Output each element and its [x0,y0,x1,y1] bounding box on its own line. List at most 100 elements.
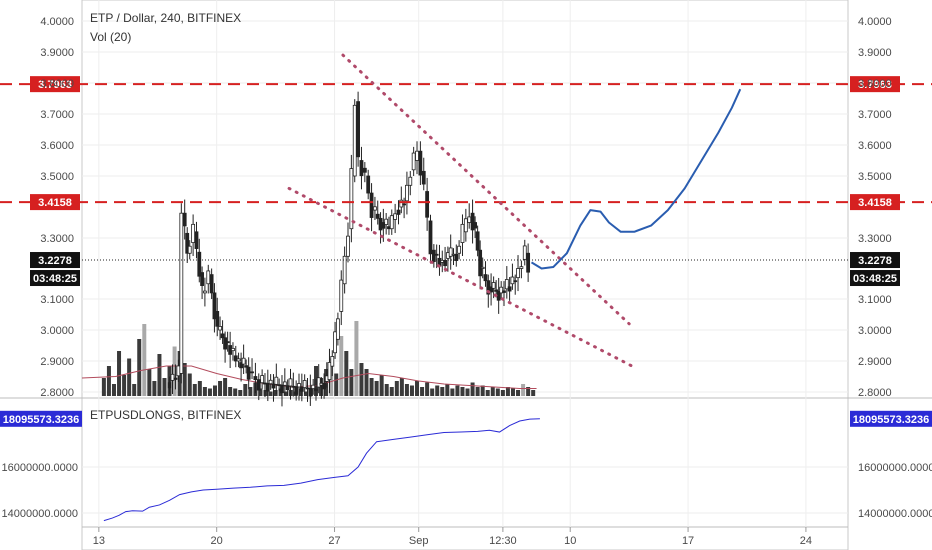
volume-bar [152,381,157,396]
longs-tag-left [0,410,82,427]
volume-bar [162,378,167,396]
volume-bar [334,373,339,396]
volume-bar [339,336,344,396]
candle-body [478,249,483,277]
volume-bar [389,387,394,396]
candle-body [299,386,304,392]
candle-body [294,386,299,395]
candle-body [467,216,472,223]
volume-bar [460,387,465,396]
y-tick-left: 3.3000 [40,233,74,245]
volume-bar [435,385,440,396]
volume-bar [202,387,207,396]
volume-bar [369,378,374,396]
candle-body [191,223,196,243]
candle-body [359,160,364,177]
volume-bar [384,384,389,396]
volume-bar [500,390,505,396]
volume-bar [172,346,177,396]
candle-body [402,203,407,206]
candle-body [389,215,394,230]
price-candles [167,91,531,407]
candle-body [209,274,214,294]
volume-bars [81,321,537,396]
volume-bar [187,373,192,396]
y-tick-right: 3.8000 [858,78,892,90]
volume-bar [516,390,521,396]
candle-body [200,272,204,286]
candle-body [339,279,344,312]
volume-bar [480,385,485,396]
volume-bar [132,384,137,396]
candle-body [373,206,377,211]
candle-body [431,249,436,262]
volume-bar [218,381,223,396]
volume-bar [399,378,404,396]
candle-body [473,222,478,229]
overlay-lines: 3.7963 3.7963 3.4158 3.4158 3.2278 03:48:25 3.… [0,53,932,369]
y-tick-right: 3.7000 [858,109,892,121]
volume-bar [258,388,263,396]
volume-bar [349,369,354,396]
countdown-tag-right [850,270,900,287]
candle-body [516,268,520,279]
candle-body [233,355,238,362]
candle-body [405,184,409,202]
resistance-tag-left-1 [30,194,80,211]
volume-bar [192,384,197,396]
y-tick-right: 3.9000 [858,47,892,59]
candle-body [526,252,531,273]
candle-body [396,209,401,215]
candle-body [393,213,398,220]
volume-bar [526,387,531,396]
candle-body [507,286,512,292]
projection-curve [530,88,742,270]
candle-body [314,388,318,392]
candle-body [167,382,172,389]
candle-body [274,376,279,385]
y-tick-right: 3.5000 [858,171,892,183]
volume-bar [445,384,450,396]
longs-y-tick-right: 14000000.0000 [858,508,932,520]
candle-body [288,378,293,387]
x-tick-label: 10 [564,535,576,547]
y-tick-left: 3.8000 [40,78,74,90]
candle-body [415,150,419,161]
volume-bar [117,351,122,396]
candle-body [428,220,433,255]
candle-body [239,362,243,369]
volume-bar [415,381,420,396]
countdown-tag-label-left: 03:48:25 [33,273,77,285]
volume-bar [243,384,248,396]
candle-body [206,270,211,285]
volume-bar [425,382,430,396]
candle-body [271,383,276,389]
volume-bar [248,387,253,396]
candle-body [352,104,357,177]
candle-body [502,290,506,293]
y-tick-left: 3.1000 [40,294,74,306]
resistance-tag-right-label-0: 3.7963 [858,79,892,91]
candle-body [194,231,199,249]
candle-body [215,310,220,327]
longs-tag-right [850,410,932,427]
candle-body [260,375,265,384]
resistance-tag-left-label-1: 3.4158 [38,197,72,209]
volume-bar [111,384,116,396]
candle-body [253,376,258,380]
candle-body [408,176,413,186]
y-tick-right: 2.9000 [858,356,892,368]
candle-body [425,191,430,218]
last-price-tag-label-right: 3.2278 [858,255,892,267]
candle-body [268,379,273,385]
candle-body [349,168,354,230]
volume-bar [127,358,132,396]
candle-body [179,212,184,374]
volume-bar [273,390,278,396]
y-tick-left: 4.0000 [40,16,74,28]
resistance-tag-right-label-1: 3.4158 [858,197,892,209]
y-tick-right: 2.8000 [858,387,892,399]
resistance-tag-left-label-0: 3.7963 [38,79,72,91]
